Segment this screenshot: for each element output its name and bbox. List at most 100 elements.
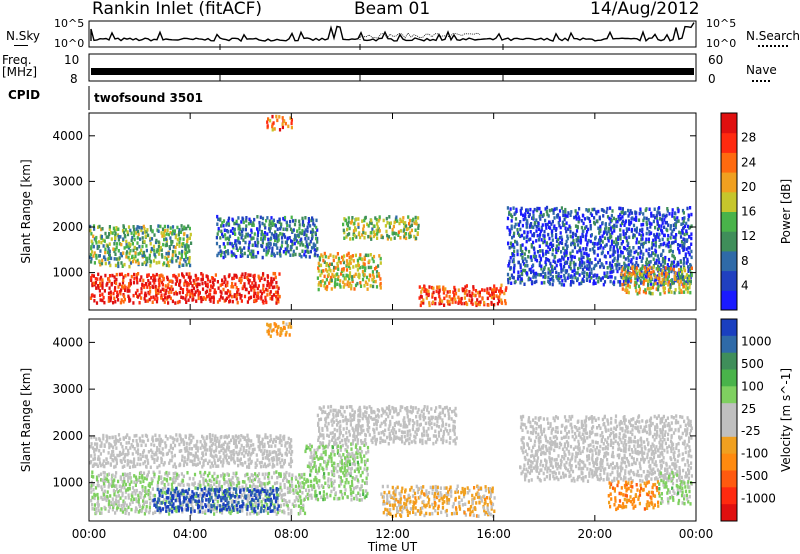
power-cell [654,261,657,265]
power-cell [186,239,189,243]
power-cell [633,267,636,271]
power-cell [155,238,158,243]
power-cell [350,284,353,288]
power-cell [245,287,248,292]
power-cell [556,248,560,253]
velocity-cell [267,506,270,511]
velocity-cell [133,474,136,478]
power-cell [306,249,309,253]
velocity-cell [194,451,197,455]
power-cell [619,233,622,237]
velocity-cell [186,462,189,466]
power-cell [566,234,569,238]
velocity-cell [294,503,297,508]
power-cell [238,224,241,228]
power-cell [231,244,234,248]
power-cell [168,279,171,283]
station-title: Rankin Inlet (fitACF) [92,0,263,19]
power-cell [658,211,661,215]
power-cell [653,207,656,211]
velocity-cell [267,474,270,479]
power-cell [576,211,579,216]
velocity-cell [223,454,226,459]
velocity-cell [228,487,231,491]
power-cell [569,266,572,271]
power-cell [174,250,177,254]
power-cell [536,250,540,254]
power-cell [174,301,177,305]
power-cell [622,232,625,236]
power-cell [354,253,357,258]
power-cell [311,216,314,220]
power-cell [176,225,179,230]
power-cell [500,298,503,302]
velocity-cell [188,446,191,451]
velocity-cell [100,444,103,448]
velocity-cell [95,448,98,452]
power-cell [221,221,224,225]
power-cell [138,301,141,305]
power-cell [105,235,108,239]
power-cell [389,221,392,225]
power-cell [106,281,109,286]
power-cell [275,301,278,305]
velocity-cell [188,433,191,438]
power-cell [681,231,684,235]
power-cell [640,237,643,242]
power-cell [133,233,136,238]
power-cell [267,281,270,286]
power-cell [621,240,624,244]
velocity-cell [172,472,175,476]
power-ytick-label: 1000 [52,266,83,280]
power-cell [169,236,172,240]
power-cell [415,222,418,226]
power-cell [534,254,538,259]
power-cell [488,293,491,298]
power-cell [265,300,268,305]
velocity-cell [281,465,284,469]
velocity-cell [118,484,121,488]
power-cell [577,215,580,219]
power-cell [153,233,156,237]
velocity-cell [255,475,258,479]
velocity-cell [160,460,163,464]
velocity-cell [182,474,185,479]
power-cell [648,230,651,234]
power-cell [524,268,527,273]
velocity-cell [117,503,120,507]
power-cell [126,232,130,237]
velocity-cell [298,489,302,493]
power-cell [142,253,145,258]
velocity-cell [105,461,108,465]
power-cell [525,239,528,244]
power-cell [507,280,510,285]
power-cell [336,264,339,268]
velocity-cell [237,463,240,468]
power-cell [520,233,524,238]
power-cell [529,255,533,259]
power-cell [292,253,295,257]
power-cell [555,232,558,237]
power-cell [235,246,238,250]
power-cell [346,227,349,232]
velocity-cell [113,501,116,505]
velocity-cell [105,498,108,503]
power-cell [302,223,305,228]
velocity-cell [264,506,267,511]
power-cell [661,260,664,264]
power-cell [91,293,94,297]
power-cell [579,265,582,270]
power-cell [561,279,564,283]
velocity-cell [270,444,273,448]
velocity-cell [208,448,211,452]
velocity-cell [273,503,276,507]
velocity-cell [197,494,200,498]
power-cell [260,295,263,299]
power-cell [198,290,201,294]
power-cell [271,280,274,284]
power-cell [581,271,584,275]
power-cell [644,290,647,295]
power-cell [286,246,289,250]
power-cell [555,227,558,231]
